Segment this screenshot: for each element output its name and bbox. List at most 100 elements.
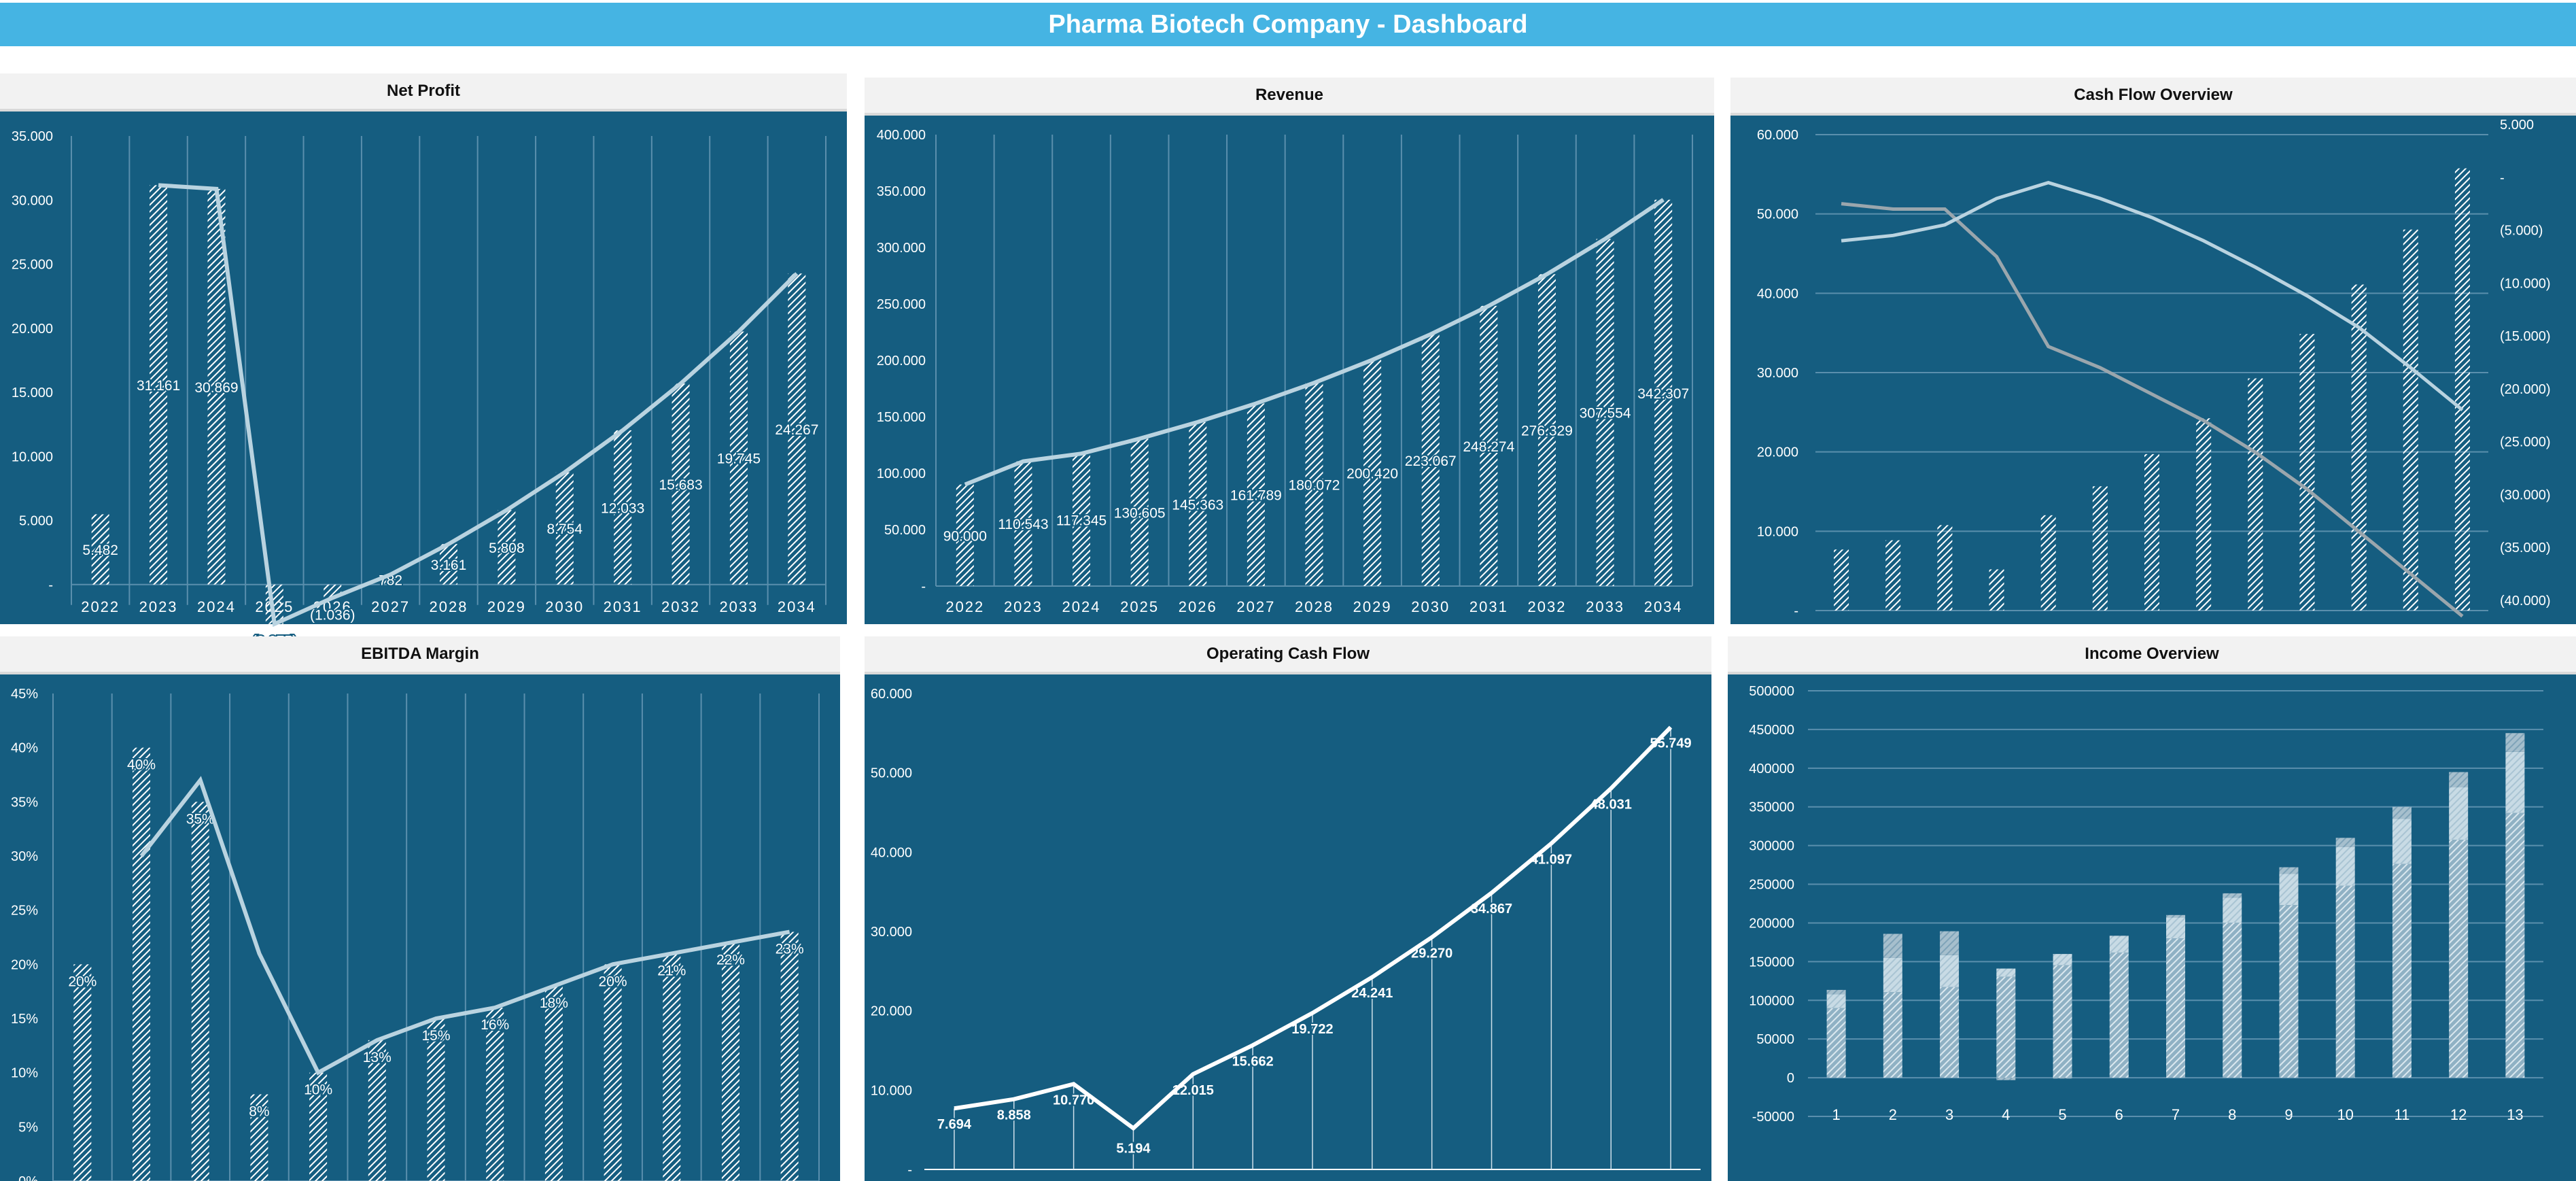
income-revenue-segment bbox=[2279, 905, 2299, 1078]
ocf-y-tick-label: 40.000 bbox=[871, 845, 912, 860]
income-x-tick-label: 3 bbox=[1945, 1106, 1953, 1123]
ebitda-margin-chart: 45%40%35%30%25%20%15%10%5%0%202220%20234… bbox=[11, 687, 820, 1181]
revenue-x-tick-label: 2032 bbox=[1527, 598, 1566, 615]
revenue-data-label: 130.605 bbox=[1114, 506, 1166, 521]
revenue-bar bbox=[1596, 239, 1614, 586]
ocf-y-tick-label: 20.000 bbox=[871, 1004, 912, 1019]
revenue-y-tick-label: 350.000 bbox=[877, 184, 926, 199]
income-ebitda-segment bbox=[1826, 994, 1846, 1008]
cash-flow-x-tick-label: 3 bbox=[1940, 623, 1949, 640]
net-profit-bar bbox=[498, 510, 516, 585]
cash-flow-overview-panel: Cash Flow Overview 60.000 50.000 40.000 30.… bbox=[1730, 78, 2576, 657]
income-x-tick-label: 9 bbox=[2284, 1106, 2293, 1123]
ebitda-margin-bar bbox=[544, 986, 563, 1181]
ocf-data-label: 12.015 bbox=[1172, 1083, 1214, 1098]
ebitda-data-label: 23% bbox=[776, 942, 804, 957]
ebitda-y-tick-label: 5% bbox=[18, 1120, 38, 1135]
revenue-x-tick-label: 2026 bbox=[1179, 598, 1217, 615]
ebitda-data-label: 10% bbox=[304, 1082, 332, 1098]
income-net-profit-segment bbox=[2392, 806, 2412, 819]
income-net-profit-segment bbox=[2335, 838, 2355, 847]
income-y-tick-label: 250000 bbox=[1749, 878, 1794, 893]
dashboard-title: Pharma Biotech Company - Dashboard bbox=[0, 3, 2576, 46]
investing-cash-flow-line bbox=[1841, 202, 2464, 618]
revenue-y-tick-label: 300.000 bbox=[877, 241, 926, 256]
ebitda-y-tick-label: 15% bbox=[11, 1012, 38, 1027]
net-profit-x-tick-label: 2029 bbox=[487, 598, 526, 615]
revenue-bar bbox=[1305, 383, 1323, 586]
revenue-x-tick-label: 2028 bbox=[1295, 598, 1334, 615]
net-profit-x-tick-label: 2026 bbox=[313, 598, 352, 615]
ocf-y-tick-label: 30.000 bbox=[871, 925, 912, 940]
revenue-bar bbox=[1073, 453, 1091, 586]
ebitda-margin-bar bbox=[133, 747, 151, 1181]
cash-flow-y-tick-label: 50.000 bbox=[1757, 207, 1798, 222]
income-revenue-segment bbox=[2223, 922, 2242, 1078]
ocf-data-label: 8.858 bbox=[997, 1108, 1031, 1123]
net-profit-data-label: 19.745 bbox=[717, 451, 761, 467]
revenue-data-label: 110.543 bbox=[998, 517, 1048, 532]
net-profit-x-tick-label: 2030 bbox=[545, 598, 584, 615]
net-profit-chart: 35.000 30.000 25.000 20.000 15.000 10.000 5.00… bbox=[10, 129, 826, 657]
ocf-data-label: 29.270 bbox=[1411, 946, 1452, 961]
ebitda-margin-bar bbox=[427, 1019, 445, 1181]
cash-flow-y2-tick-label: (35.000) bbox=[2500, 541, 2551, 555]
cash-flow-y2-tick-label: (30.000) bbox=[2500, 487, 2551, 502]
net-profit-y-tick-label: 35.000 bbox=[12, 129, 53, 144]
ebitda-margin-bar bbox=[721, 942, 739, 1181]
income-y-tick-label: 100000 bbox=[1749, 993, 1794, 1008]
net-profit-bar bbox=[672, 383, 690, 585]
revenue-bar bbox=[1247, 403, 1265, 586]
ebitda-margin-title: EBITDA Margin bbox=[0, 636, 840, 674]
revenue-x-tick-label: 2024 bbox=[1062, 598, 1101, 615]
revenue-x-tick-label: 2023 bbox=[1004, 598, 1043, 615]
cash-flow-x-tick-label: 7 bbox=[2148, 623, 2156, 640]
net-profit-bar bbox=[788, 273, 806, 585]
income-overview-title: Income Overview bbox=[1728, 636, 2576, 674]
revenue-x-tick-label: 2027 bbox=[1236, 598, 1275, 615]
revenue-x-tick-label: 2025 bbox=[1120, 598, 1159, 615]
ocf-y-tick-label: 10.000 bbox=[871, 1083, 912, 1098]
ebitda-margin-bar bbox=[604, 964, 622, 1181]
ebitda-y-tick-label: 45% bbox=[11, 687, 38, 702]
ebitda-margin-bar bbox=[191, 802, 209, 1181]
cash-flow-y-tick-label: - bbox=[1794, 604, 1798, 619]
ebitda-y-tick-label: 30% bbox=[11, 849, 38, 864]
net-profit-y-tick-label: 15.000 bbox=[12, 386, 53, 400]
cash-flow-x-tick-label: 1 bbox=[1837, 623, 1845, 640]
revenue-x-tick-label: 2029 bbox=[1353, 598, 1392, 615]
ebitda-data-label: 20% bbox=[599, 974, 627, 989]
cash-flow-y2-tick-label: (5.000) bbox=[2500, 224, 2543, 239]
ebitda-y-tick-label: 10% bbox=[11, 1066, 38, 1081]
cash-flow-x-tick-label: 2 bbox=[1889, 623, 1897, 640]
income-revenue-segment bbox=[1940, 987, 1960, 1078]
income-y-tick-label: 500000 bbox=[1749, 684, 1794, 699]
income-y-tick-label: -50000 bbox=[1752, 1110, 1794, 1125]
net-profit-bar bbox=[440, 544, 457, 585]
ebitda-margin-bar bbox=[73, 964, 92, 1181]
revenue-y-tick-label: 250.000 bbox=[877, 297, 926, 312]
income-net-profit-segment bbox=[2279, 867, 2299, 874]
ebitda-margin-bar bbox=[368, 1040, 386, 1181]
ocf-data-label: 19.722 bbox=[1291, 1022, 1333, 1037]
ebitda-data-label: 15% bbox=[421, 1028, 450, 1044]
income-ebitda-segment bbox=[2223, 897, 2242, 923]
ebitda-margin-bar bbox=[486, 1008, 504, 1181]
income-revenue-segment bbox=[2109, 952, 2129, 1078]
operations-cash-flow-bar bbox=[2144, 453, 2159, 611]
net-profit-data-label: 3.161 bbox=[431, 558, 467, 573]
income-ebitda-segment bbox=[1996, 968, 2016, 977]
ebitda-y-tick-label: 35% bbox=[11, 795, 38, 810]
net-profit-trend-line bbox=[158, 183, 799, 628]
income-y-tick-label: 450000 bbox=[1749, 723, 1794, 738]
cash-flow-y-tick-label: 40.000 bbox=[1757, 286, 1798, 301]
income-y-tick-label: 150000 bbox=[1749, 955, 1794, 970]
net-profit-x-tick-label: 2032 bbox=[661, 598, 700, 615]
cash-flow-y2-tick-label: (20.000) bbox=[2500, 382, 2551, 397]
cash-flow-y-tick-label: 20.000 bbox=[1757, 445, 1798, 460]
revenue-bar bbox=[1130, 439, 1149, 586]
net-profit-bar bbox=[555, 472, 574, 585]
revenue-data-label: 161.789 bbox=[1230, 488, 1282, 504]
net-profit-y-tick-label: 25.000 bbox=[12, 258, 53, 273]
income-x-tick-label: 5 bbox=[2058, 1106, 2066, 1123]
